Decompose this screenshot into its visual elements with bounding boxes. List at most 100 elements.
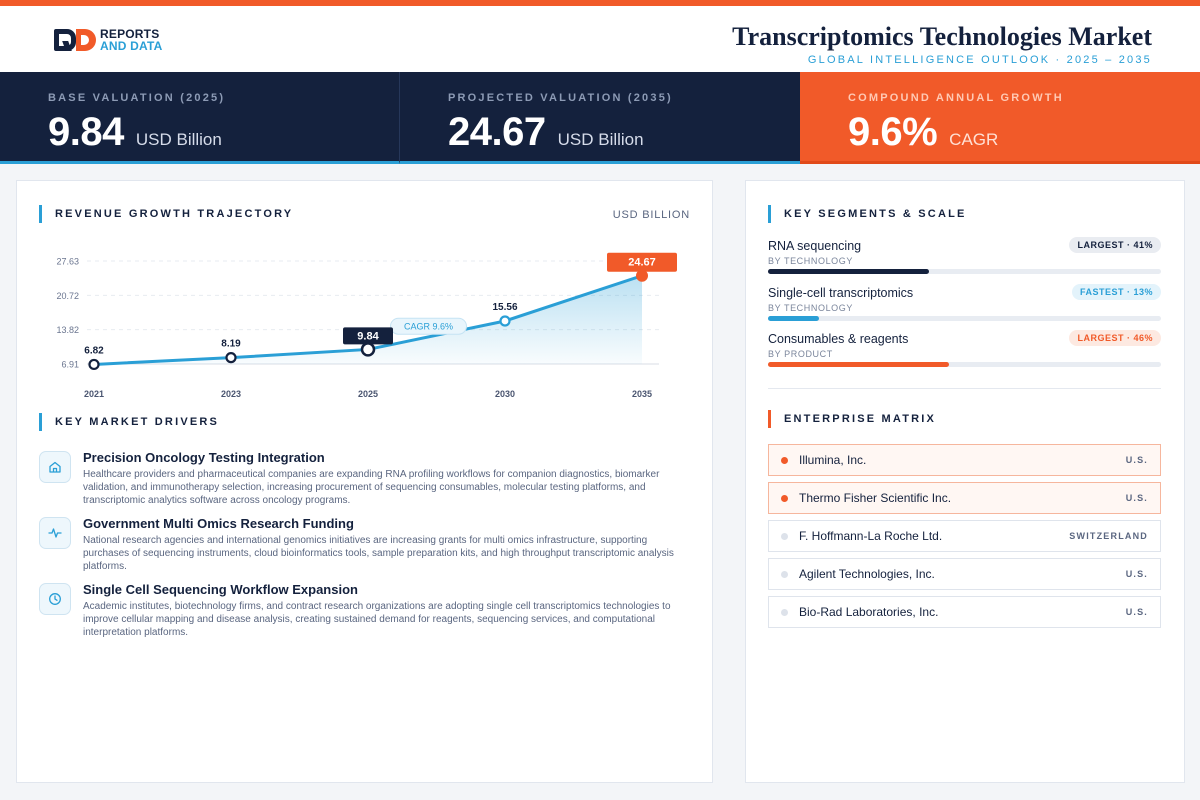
segment-row: RNA sequencing BY TECHNOLOGY LARGEST · 4…	[768, 237, 1161, 279]
enterprise-row[interactable]: Bio-Rad Laboratories, Inc. U.S.	[768, 596, 1161, 628]
data-point	[88, 358, 100, 371]
segment-category: BY TECHNOLOGY	[768, 256, 853, 266]
logo-line1: REPORTS	[100, 27, 160, 41]
kpi-projected-valuation: PROJECTED VALUATION (2035) 24.67 USD Bil…	[400, 72, 800, 164]
segment-bar-fill	[768, 316, 820, 321]
segment-badge: LARGEST · 46%	[1069, 330, 1161, 346]
y-tick-label: 6.91	[61, 360, 79, 370]
logo: REPORTS AND DATA	[54, 28, 162, 52]
section-divider	[768, 388, 1161, 389]
enterprise-name: Bio-Rad Laboratories, Inc.	[799, 605, 939, 619]
data-point	[499, 315, 511, 327]
kpi-label: COMPOUND ANNUAL GROWTH	[848, 92, 1064, 104]
status-dot	[781, 495, 788, 502]
driver-description: Healthcare providers and pharmaceutical …	[83, 469, 660, 506]
data-label: 24.67	[628, 257, 656, 269]
data-label-bg	[607, 252, 677, 272]
kpi-cagr: COMPOUND ANNUAL GROWTH 9.6% CAGR	[800, 72, 1200, 164]
kpi-base-valuation: BASE VALUATION (2025) 9.84 USD Billion	[0, 72, 400, 164]
x-tick-label: 2021	[84, 389, 104, 399]
data-label: 15.56	[492, 302, 517, 313]
driver-title: Government Multi Omics Research Funding	[83, 516, 354, 531]
kpi-unit: USD Billion	[135, 130, 222, 149]
kpi-unit: USD Billion	[557, 130, 644, 149]
data-point	[225, 352, 237, 364]
segment-bar-track	[768, 269, 1161, 274]
segment-name: Single-cell transcriptomics	[768, 286, 914, 300]
x-tick-label: 2035	[632, 389, 652, 399]
x-tick-label: 2030	[495, 389, 515, 399]
kpi-label: PROJECTED VALUATION (2035)	[448, 92, 673, 104]
cagr-annotation: CAGR 9.6%	[404, 322, 453, 332]
segment-bar-fill	[768, 362, 949, 367]
data-point	[360, 342, 376, 357]
enterprise-country: U.S.	[1125, 455, 1148, 465]
segments-section-title: KEY SEGMENTS & SCALE	[768, 205, 967, 223]
segment-name: Consumables & reagents	[768, 332, 909, 346]
driver-title: Precision Oncology Testing Integration	[83, 450, 325, 465]
enterprise-name: F. Hoffmann-La Roche Ltd.	[799, 529, 943, 543]
driver-item: Single Cell Sequencing Workflow Expansio…	[39, 582, 689, 643]
enterprise-row[interactable]: Thermo Fisher Scientific Inc. U.S.	[768, 482, 1161, 514]
drivers-section-title: KEY MARKET DRIVERS	[39, 413, 219, 431]
driver-description: National research agencies and internati…	[83, 535, 674, 572]
status-dot	[781, 533, 788, 540]
driver-item: Government Multi Omics Research Funding …	[39, 516, 689, 577]
status-dot	[781, 457, 788, 464]
right-panel: KEY SEGMENTS & SCALE RNA sequencing BY T…	[745, 180, 1185, 783]
enterprise-country: SWITZERLAND	[1069, 531, 1148, 541]
segment-category: BY TECHNOLOGY	[768, 303, 853, 313]
y-tick-label: 13.82	[56, 325, 79, 335]
kpi-value: 24.67	[448, 110, 546, 154]
enterprise-row[interactable]: F. Hoffmann-La Roche Ltd. SWITZERLAND	[768, 520, 1161, 552]
header: REPORTS AND DATA Transcriptomics Technol…	[0, 6, 1200, 72]
driver-item: Precision Oncology Testing Integration H…	[39, 450, 689, 511]
enterprise-row[interactable]: Agilent Technologies, Inc. U.S.	[768, 558, 1161, 590]
data-label-bg	[343, 327, 393, 345]
segment-row: Single-cell transcriptomics BY TECHNOLOG…	[768, 284, 1161, 326]
enterprise-country: U.S.	[1125, 607, 1148, 617]
enterprise-section-title: ENTERPRISE MATRIX	[768, 410, 936, 428]
kpi-value: 9.84	[48, 110, 124, 154]
segment-bar-fill	[768, 269, 930, 274]
enterprise-name: Agilent Technologies, Inc.	[799, 567, 935, 581]
data-label: 9.84	[357, 330, 379, 342]
enterprise-country: U.S.	[1125, 569, 1148, 579]
driver-description: Academic institutes, biotechnology firms…	[83, 601, 671, 638]
data-label: 8.19	[221, 339, 241, 350]
status-dot	[781, 571, 788, 578]
page-subtitle: GLOBAL INTELLIGENCE OUTLOOK · 2025 – 203…	[807, 54, 1152, 66]
segment-badge: LARGEST · 41%	[1069, 237, 1161, 253]
enterprise-country: U.S.	[1125, 493, 1148, 503]
area-fill	[94, 275, 642, 365]
enterprise-row[interactable]: Illumina, Inc. U.S.	[768, 444, 1161, 476]
segment-badge: FASTEST · 13%	[1071, 284, 1161, 300]
activity-icon	[39, 517, 71, 549]
left-panel: REVENUE GROWTH TRAJECTORY USD BILLION 6.…	[16, 180, 713, 783]
logo-mark	[54, 29, 98, 51]
kpi-value: 9.6%	[848, 110, 938, 154]
top-accent-bar	[0, 0, 1200, 6]
cagr-pill	[390, 317, 467, 335]
data-point	[636, 269, 648, 282]
segment-bar-track	[768, 362, 1161, 367]
kpi-unit: CAGR	[949, 130, 999, 149]
x-tick-label: 2025	[358, 389, 378, 399]
revenue-chart: 6.91 13.82 20.72 27.63 CAGR 9.6% 6.82 2021 8.19…	[56, 252, 677, 399]
chart-section-title: REVENUE GROWTH TRAJECTORY	[39, 205, 293, 223]
x-tick-label: 2023	[221, 389, 241, 399]
page-title: Transcriptomics Technologies Market	[732, 22, 1152, 51]
logo-line2: AND DATA	[100, 39, 163, 53]
driver-title: Single Cell Sequencing Workflow Expansio…	[83, 582, 358, 597]
segment-category: BY PRODUCT	[768, 349, 833, 359]
data-label: 6.82	[84, 345, 104, 356]
segment-name: RNA sequencing	[768, 239, 862, 253]
kpi-label: BASE VALUATION (2025)	[48, 92, 226, 104]
enterprise-name: Illumina, Inc.	[799, 453, 867, 467]
segment-row: Consumables & reagents BY PRODUCT LARGES…	[768, 330, 1161, 372]
chart-unit-label: USD BILLION	[612, 209, 690, 221]
y-tick-label: 27.63	[56, 257, 79, 267]
clock-icon	[39, 583, 71, 615]
enterprise-name: Thermo Fisher Scientific Inc.	[799, 491, 952, 505]
segment-bar-track	[768, 316, 1161, 321]
